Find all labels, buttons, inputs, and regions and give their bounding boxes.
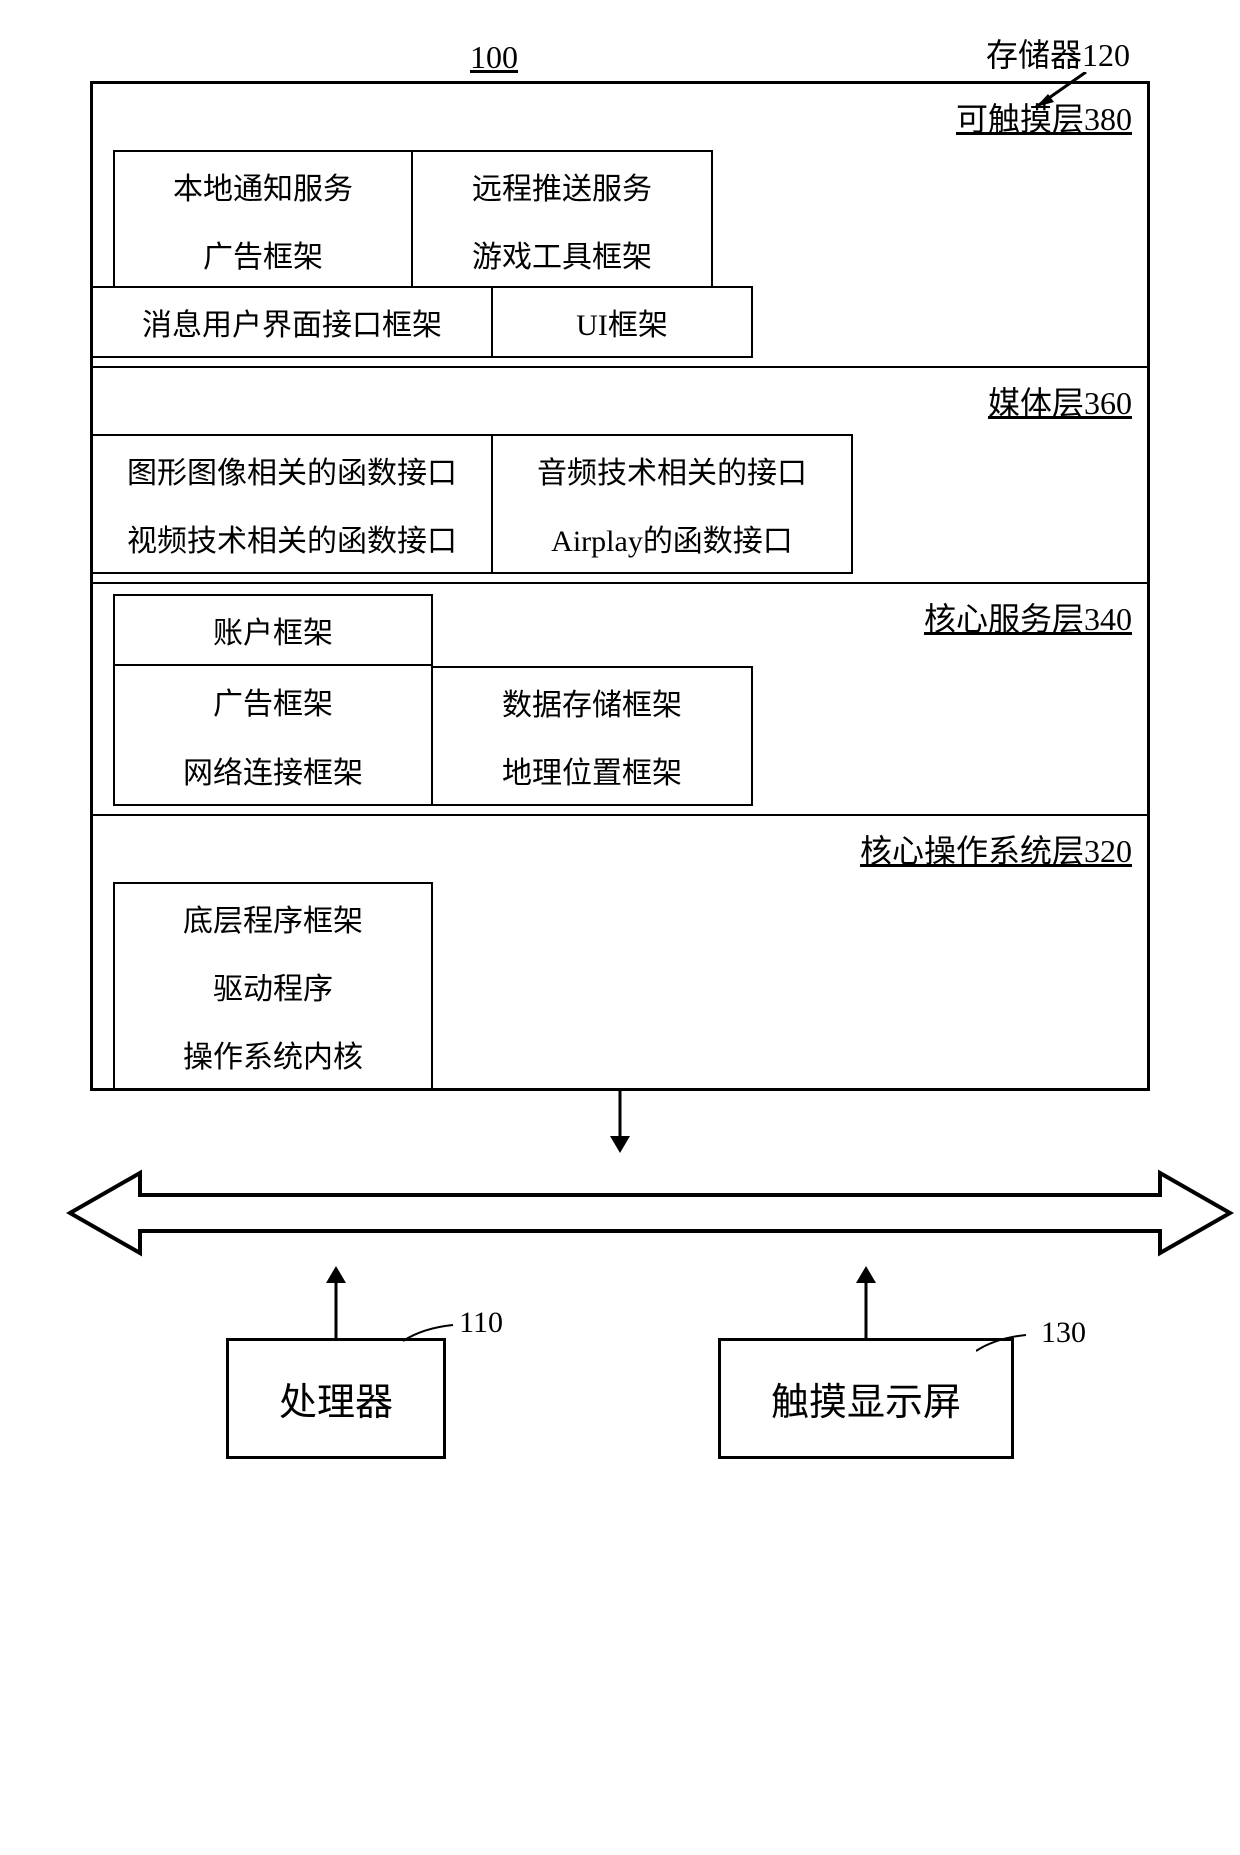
game-tool-cell: 游戏工具框架 — [413, 220, 713, 288]
core-service-layer: 账户框架 核心服务层340 广告框架 数据存储框架 网络连接框架 地理位置框架 — [93, 584, 1147, 816]
airplay-api-cell: Airplay的函数接口 — [493, 504, 853, 574]
touchscreen-id-label: 130 — [1041, 1316, 1086, 1350]
low-level-framework-cell: 底层程序框架 — [113, 882, 433, 952]
account-framework-cell: 账户框架 — [113, 594, 433, 666]
media-layer: 媒体层360 图形图像相关的函数接口 音频技术相关的接口 视频技术相关的函数接口… — [93, 368, 1147, 584]
driver-cell: 驱动程序 — [113, 952, 433, 1020]
bus-arrow-icon — [60, 1163, 1180, 1268]
memory-box: 可触摸层380 本地通知服务 远程推送服务 广告框架 游戏工具框架 消息用户界面… — [90, 81, 1150, 1091]
core-os-layer: 核心操作系统层320 底层程序框架 驱动程序 操作系统内核 — [93, 816, 1147, 1088]
message-ui-cell: 消息用户界面接口框架 — [93, 286, 493, 358]
processor-leader-icon — [403, 1323, 463, 1353]
network-cell: 网络连接框架 — [113, 736, 433, 806]
processor-label: 处理器 — [279, 1382, 393, 1424]
ui-framework-cell: UI框架 — [493, 286, 753, 358]
down-arrow-icon — [30, 1088, 1210, 1163]
diagram-id-label: 100 — [470, 39, 518, 76]
touchscreen-box: 触摸显示屏 130 — [718, 1338, 1014, 1459]
geolocation-cell: 地理位置框架 — [433, 736, 753, 806]
data-storage-cell: 数据存储框架 — [433, 666, 753, 736]
ad-framework-cell-2: 广告框架 — [113, 666, 433, 736]
video-api-cell: 视频技术相关的函数接口 — [93, 504, 493, 574]
touch-layer-title: 可触摸层380 — [93, 84, 1147, 150]
graphics-api-cell: 图形图像相关的函数接口 — [93, 434, 493, 504]
storage-arrow-icon — [1026, 72, 1106, 117]
ad-framework-cell-1: 广告框架 — [113, 220, 413, 288]
processor-box: 处理器 110 — [226, 1338, 446, 1459]
local-notification-cell: 本地通知服务 — [113, 150, 413, 220]
touchscreen-leader-icon — [976, 1333, 1036, 1363]
touchscreen-up-arrow-icon — [846, 1263, 886, 1338]
media-layer-title: 媒体层360 — [93, 368, 1147, 434]
core-os-layer-title: 核心操作系统层320 — [93, 816, 1147, 882]
storage-label: 存储器120 — [986, 30, 1130, 76]
audio-api-cell: 音频技术相关的接口 — [493, 434, 853, 504]
storage-label-text: 存储器120 — [986, 37, 1130, 73]
os-kernel-cell: 操作系统内核 — [113, 1020, 433, 1088]
processor-id-label: 110 — [459, 1306, 503, 1340]
core-service-layer-title: 核心服务层340 — [433, 584, 1147, 650]
touchscreen-label: 触摸显示屏 — [771, 1382, 961, 1424]
processor-up-arrow-icon — [316, 1263, 356, 1338]
touch-layer: 可触摸层380 本地通知服务 远程推送服务 广告框架 游戏工具框架 消息用户界面… — [93, 84, 1147, 368]
remote-push-cell: 远程推送服务 — [413, 150, 713, 220]
